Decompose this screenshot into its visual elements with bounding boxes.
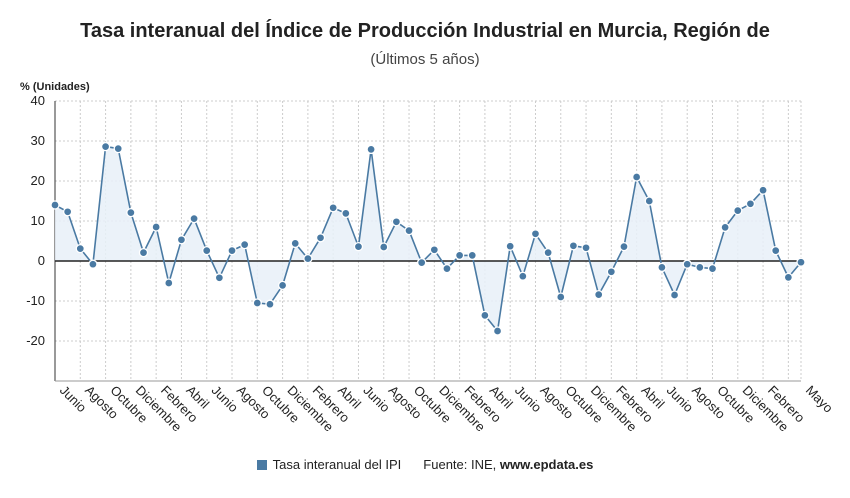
data-point [796, 257, 806, 267]
x-tick-label: Junio [57, 383, 90, 416]
data-point [480, 310, 490, 321]
y-tick-labels: -20 -10 0 10 20 30 40 [26, 93, 45, 348]
data-point [164, 278, 174, 288]
source-site: www.epdata.es [499, 457, 594, 472]
data-point [353, 241, 364, 252]
data-point [328, 203, 338, 213]
data-point [417, 257, 427, 268]
data-point [202, 245, 212, 256]
x-tick-labels: JunioAgostoOctubreDiciembreFebreroAbrilJ… [57, 383, 836, 435]
data-point [277, 280, 288, 291]
data-point [556, 292, 566, 302]
legend-swatch [256, 460, 267, 470]
data-point [530, 229, 541, 239]
legend-label: Tasa interanual del IPI [272, 457, 402, 472]
data-point [429, 245, 439, 255]
series-area-fill [55, 146, 801, 331]
y-axis-label: % (Unidades) [20, 81, 90, 93]
data-point [657, 262, 667, 273]
y-tick-label: 0 [38, 253, 45, 268]
y-tick-label: -10 [26, 293, 45, 308]
data-point [113, 143, 123, 154]
data-point [315, 233, 326, 243]
data-point [467, 250, 477, 261]
data-point [543, 247, 553, 258]
data-point [303, 253, 313, 264]
series-line [54, 145, 802, 332]
data-point [189, 213, 199, 224]
series-polyline [54, 145, 802, 332]
data-point [227, 245, 237, 256]
data-point [341, 208, 351, 219]
data-point [75, 243, 85, 254]
data-point [379, 242, 389, 252]
data-point [745, 199, 756, 209]
data-point [151, 222, 161, 232]
chart-subtitle: (Últimos 5 años) [370, 51, 480, 68]
data-point [126, 207, 136, 218]
source-text: Fuente: INE, [423, 457, 500, 472]
data-point [771, 245, 781, 256]
data-point [644, 196, 654, 206]
data-point [290, 238, 300, 249]
x-tick-label: Junio [360, 383, 393, 416]
data-point [619, 241, 629, 252]
data-point [594, 289, 604, 300]
data-point [783, 272, 794, 283]
data-point [695, 262, 705, 273]
x-tick-label: Mayo [803, 383, 836, 416]
data-point [568, 241, 579, 251]
chart-title: Tasa interanual del Índice de Producción… [80, 20, 770, 42]
data-point [176, 235, 187, 245]
x-tick-label: Junio [512, 383, 545, 416]
data-point [454, 250, 465, 261]
data-point [100, 141, 111, 152]
data-point [669, 290, 680, 300]
y-tick-label: 30 [31, 133, 45, 148]
y-tick-label: 20 [31, 173, 45, 188]
series-points [50, 141, 806, 336]
y-tick-label: 40 [31, 93, 45, 108]
data-point [138, 247, 149, 258]
data-point [720, 222, 730, 233]
data-point [240, 239, 250, 250]
data-point [442, 263, 452, 274]
data-point [758, 185, 768, 195]
data-point [518, 271, 528, 281]
data-point [606, 267, 616, 277]
data-point [404, 225, 414, 236]
data-point [50, 200, 60, 210]
data-point [252, 298, 262, 308]
data-point [631, 172, 642, 182]
data-point [391, 217, 402, 227]
data-point [505, 241, 515, 251]
data-point [733, 205, 743, 216]
data-point [682, 259, 692, 269]
x-tick-label: Junio [664, 383, 697, 416]
legend: Tasa interanual del IPI Fuente: INE, www.… [0, 457, 850, 472]
grid-lines [54, 100, 802, 382]
data-point [62, 207, 73, 217]
x-tick-label: Junio [209, 383, 242, 416]
data-point [581, 243, 591, 253]
y-tick-label: -20 [26, 333, 45, 348]
data-point [214, 273, 225, 283]
data-point [492, 326, 503, 336]
data-point [707, 263, 718, 274]
y-tick-label: 10 [31, 213, 45, 228]
series-area [55, 146, 801, 331]
data-point [366, 144, 376, 155]
data-point [88, 259, 98, 269]
data-point [265, 299, 275, 309]
